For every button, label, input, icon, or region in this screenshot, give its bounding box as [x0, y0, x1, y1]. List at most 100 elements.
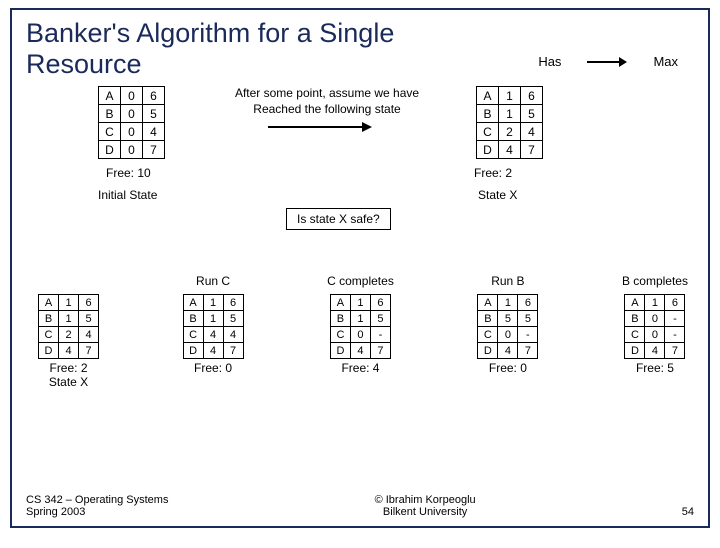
step-table: A16B15C0-D47 — [330, 294, 391, 359]
max-label: Max — [653, 54, 678, 69]
table-cell: 1 — [499, 87, 521, 105]
table-cell: B — [99, 105, 121, 123]
step-col: Run CA16B15C44D47Free: 0 — [183, 274, 244, 389]
initial-state-label: Initial State — [98, 188, 157, 202]
table-cell: 0 — [121, 87, 143, 105]
step-header: Run B — [477, 274, 538, 288]
step-table: A16B15C44D47 — [183, 294, 244, 359]
table-cell: B — [477, 105, 499, 123]
table-cell: D — [99, 141, 121, 159]
footer-left: CS 342 – Operating SystemsSpring 2003 — [26, 494, 168, 518]
table-cell: 4 — [143, 123, 165, 141]
table-cell: 5 — [518, 311, 538, 327]
table-cell: - — [665, 327, 685, 343]
table-cell: 7 — [143, 141, 165, 159]
table-cell: D — [478, 343, 498, 359]
table-cell: 7 — [521, 141, 543, 159]
table-statex-top: A16B15C24D47 — [476, 86, 543, 159]
table-cell: 1 — [203, 311, 223, 327]
table-cell: 5 — [370, 311, 390, 327]
table-cell: 6 — [143, 87, 165, 105]
table-cell: B — [330, 311, 350, 327]
has-max-labels: Has Max — [538, 54, 678, 69]
table-cell: 0 — [121, 141, 143, 159]
table-cell: 6 — [665, 295, 685, 311]
table-cell: 0 — [645, 327, 665, 343]
step-caption: Free: 0 — [183, 361, 244, 375]
table-cell: 1 — [59, 311, 79, 327]
table-cell: 1 — [499, 105, 521, 123]
table-cell: D — [625, 343, 645, 359]
table-cell: 1 — [59, 295, 79, 311]
table-cell: 4 — [499, 141, 521, 159]
table-cell: A — [39, 295, 59, 311]
table-cell: D — [183, 343, 203, 359]
table-cell: 5 — [223, 311, 243, 327]
step-col: C completesA16B15C0-D47Free: 4 — [327, 274, 394, 389]
table-cell: 4 — [223, 327, 243, 343]
table-cell: 0 — [498, 327, 518, 343]
step-caption: Free: 4 — [327, 361, 394, 375]
table-cell: B — [39, 311, 59, 327]
table-cell: 7 — [370, 343, 390, 359]
table-cell: B — [478, 311, 498, 327]
title-line2: Resource — [26, 49, 142, 79]
table-cell: 1 — [498, 295, 518, 311]
step-caption: Free: 5 — [622, 361, 688, 375]
footer-mid: © Ibrahim KorpeogluBilkent University — [375, 494, 476, 518]
table-cell: 0 — [121, 105, 143, 123]
question-box: Is state X safe? — [286, 208, 391, 230]
table-cell: 7 — [665, 343, 685, 359]
footer: CS 342 – Operating SystemsSpring 2003 © … — [26, 494, 694, 518]
table-cell: - — [665, 311, 685, 327]
table-cell: 0 — [645, 311, 665, 327]
title-line1: Banker's Algorithm for a Single — [26, 18, 394, 48]
table-cell: C — [478, 327, 498, 343]
table-cell: 4 — [203, 327, 223, 343]
step-header — [38, 274, 99, 288]
table-cell: D — [330, 343, 350, 359]
table-cell: 4 — [59, 343, 79, 359]
free-2: Free: 2 — [474, 166, 512, 180]
step-col: Run BA16B55C0-D47Free: 0 — [477, 274, 538, 389]
table-cell: 6 — [79, 295, 99, 311]
step-header: B completes — [622, 274, 688, 288]
table-cell: D — [39, 343, 59, 359]
table-cell: A — [477, 87, 499, 105]
step-table: A16B15C24D47 — [38, 294, 99, 359]
table-cell: 7 — [79, 343, 99, 359]
table-cell: 1 — [350, 295, 370, 311]
table-cell: C — [183, 327, 203, 343]
table-cell: A — [478, 295, 498, 311]
table-cell: 0 — [121, 123, 143, 141]
table-cell: 1 — [203, 295, 223, 311]
table-cell: B — [183, 311, 203, 327]
step-table: A16B55C0-D47 — [477, 294, 538, 359]
table-cell: 0 — [350, 327, 370, 343]
table-cell: B — [625, 311, 645, 327]
table-cell: A — [99, 87, 121, 105]
table-cell: 5 — [143, 105, 165, 123]
table-cell: 4 — [521, 123, 543, 141]
table-cell: - — [370, 327, 390, 343]
table-cell: 7 — [223, 343, 243, 359]
step-header: C completes — [327, 274, 394, 288]
table-cell: - — [518, 327, 538, 343]
table-cell: C — [39, 327, 59, 343]
table-cell: 4 — [498, 343, 518, 359]
table-cell: 6 — [521, 87, 543, 105]
table-cell: 5 — [79, 311, 99, 327]
table-cell: 6 — [223, 295, 243, 311]
table-cell: 2 — [499, 123, 521, 141]
step-col: B completesA16B0-C0-D47Free: 5 — [622, 274, 688, 389]
step-col: A16B15C24D47Free: 2State X — [38, 274, 99, 389]
step-caption: Free: 2State X — [38, 361, 99, 389]
transition-text: After some point, assume we haveReached … — [212, 86, 442, 117]
free-10: Free: 10 — [106, 166, 151, 180]
table-cell: A — [330, 295, 350, 311]
table-cell: 7 — [518, 343, 538, 359]
table-cell: 1 — [645, 295, 665, 311]
table-cell: C — [330, 327, 350, 343]
has-label: Has — [538, 54, 561, 69]
table-initial: A06B05C04D07 — [98, 86, 165, 159]
